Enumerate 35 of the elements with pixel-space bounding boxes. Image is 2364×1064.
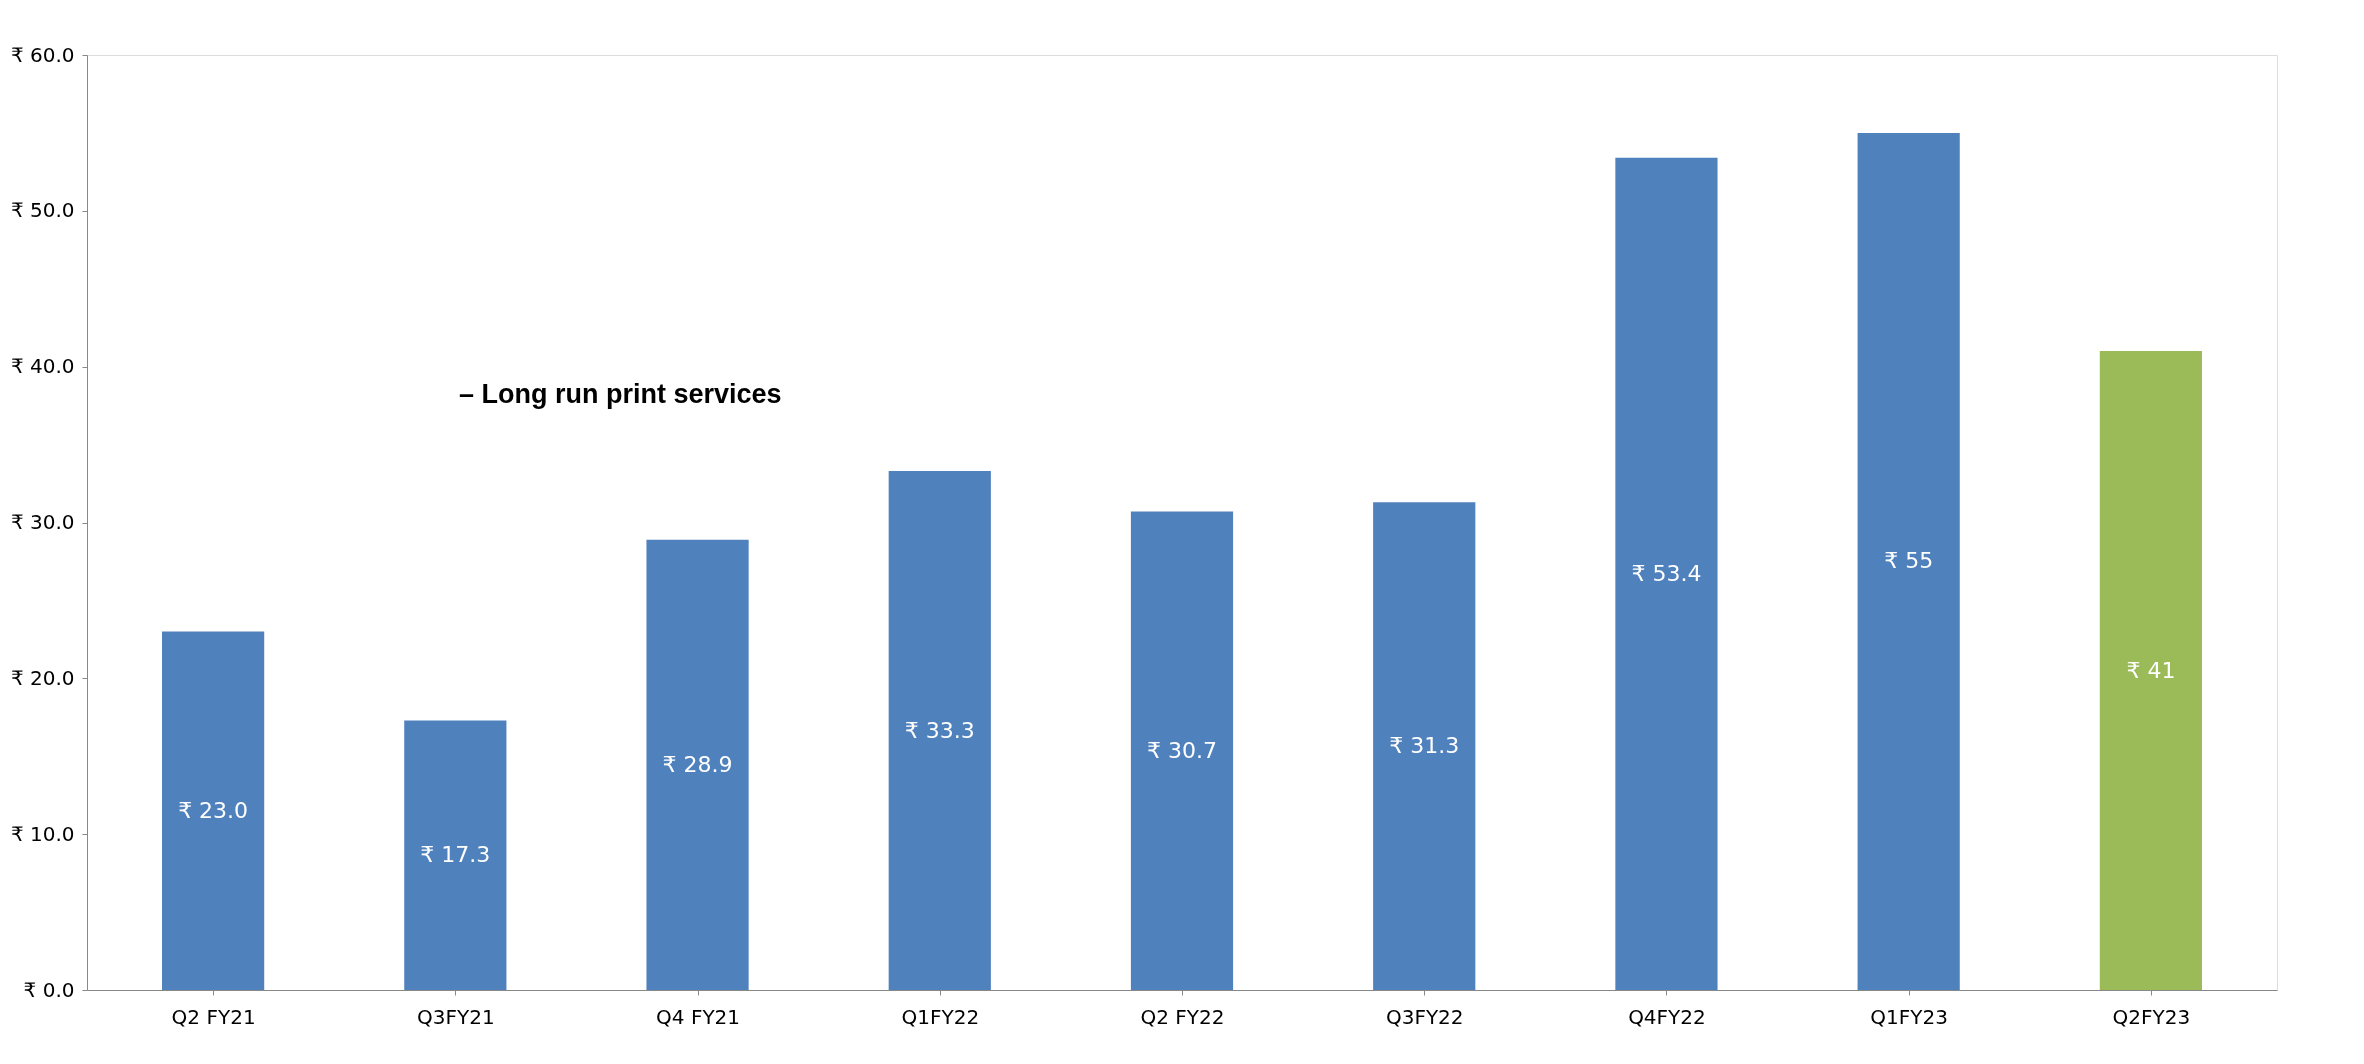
- bar: [888, 471, 991, 990]
- bar: [162, 631, 265, 990]
- x-tick-label: Q1FY22: [901, 1004, 980, 1029]
- data-label: ₹ 17.3: [420, 842, 491, 868]
- x-tick-label: Q4FY22: [1628, 1004, 1706, 1029]
- data-label: ₹ 30.7: [1147, 737, 1217, 763]
- data-label: ₹ 28.9: [662, 751, 733, 777]
- x-tick-label: Q3FY22: [1385, 1004, 1464, 1029]
- y-tick-label: ₹ 0.0: [23, 977, 75, 1002]
- y-tick-label: ₹ 40.0: [10, 354, 75, 379]
- x-tick-label: Q4 FY21: [656, 1004, 741, 1029]
- bar: [404, 720, 507, 990]
- y-tick-label: ₹ 50.0: [10, 198, 75, 223]
- bar: [1615, 157, 1718, 990]
- data-label: ₹ 53.4: [1631, 560, 1702, 586]
- data-label: ₹ 55: [1884, 548, 1934, 574]
- bar: [1373, 502, 1476, 990]
- bar: [646, 539, 749, 990]
- x-tick-label: Q3FY21: [417, 1004, 495, 1029]
- x-tick-label: Q1FY23: [1870, 1004, 1948, 1029]
- x-tick-label: Q2 FY21: [171, 1004, 256, 1029]
- y-tick-label: ₹ 10.0: [10, 821, 75, 846]
- annotation: – Long run print services: [459, 379, 782, 409]
- data-label: ₹ 23.0: [178, 797, 249, 823]
- x-tick-label: Q2 FY22: [1140, 1004, 1225, 1029]
- x-tick-label: Q2FY23: [2112, 1004, 2191, 1029]
- y-tick-label: ₹ 30.0: [10, 510, 75, 534]
- data-label: ₹ 33.3: [904, 717, 975, 743]
- bar: [2099, 351, 2202, 990]
- bar: [1130, 511, 1234, 990]
- data-label: ₹ 31.3: [1389, 733, 1460, 759]
- y-tick-label: ₹ 20.0: [10, 665, 75, 690]
- data-label: ₹ 41: [2126, 657, 2176, 683]
- y-tick-label: ₹ 60.0: [10, 42, 75, 67]
- bar: [1857, 132, 1960, 990]
